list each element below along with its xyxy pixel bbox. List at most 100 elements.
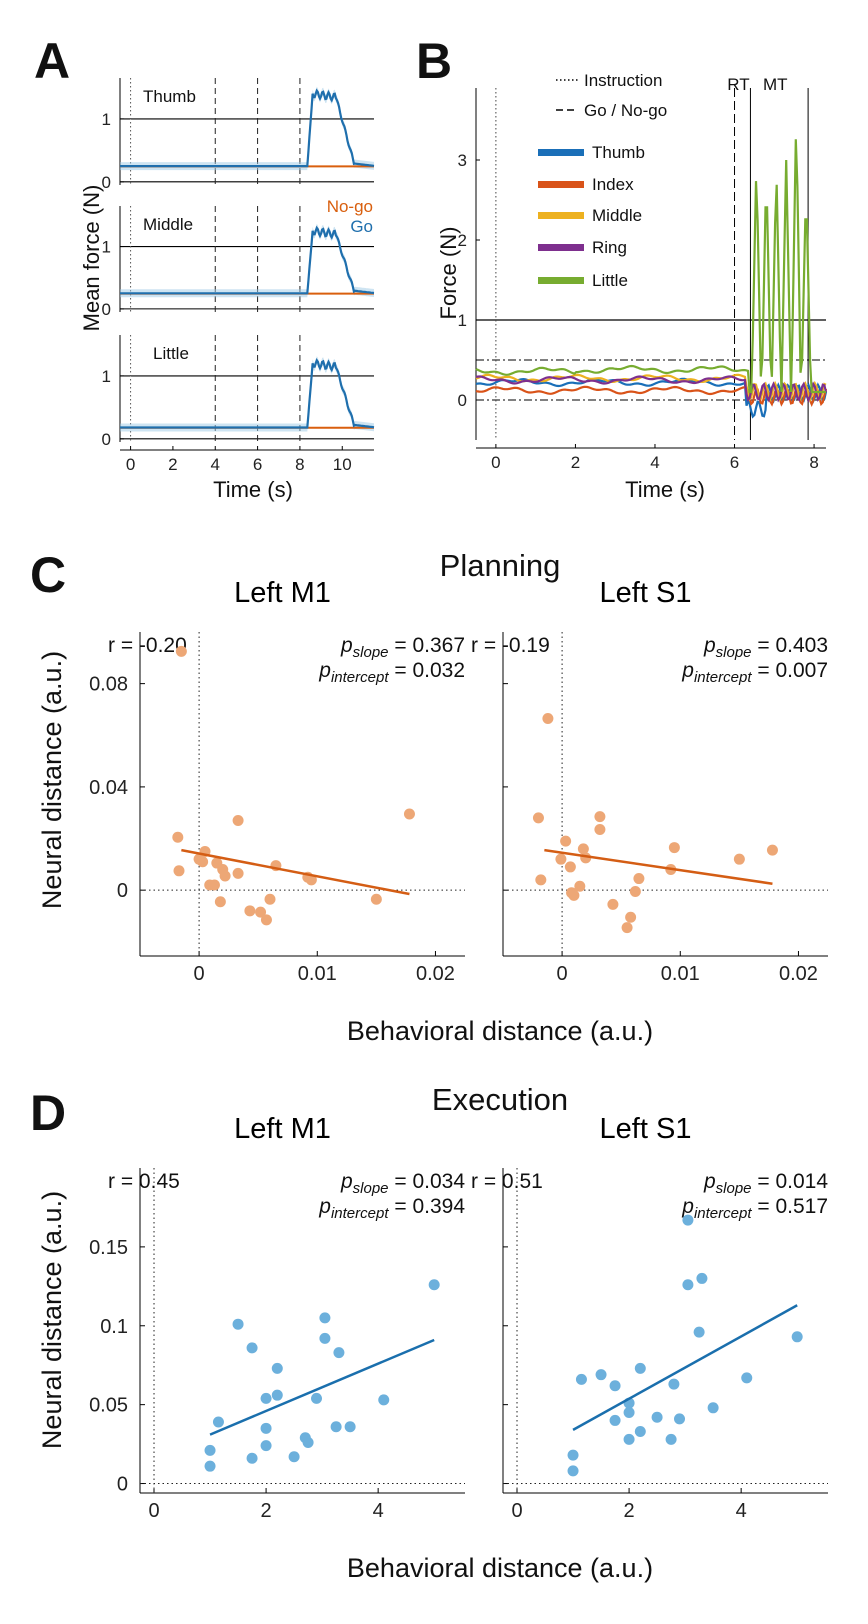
panel-d-scatter-point (623, 1407, 635, 1419)
panel-a-xtick-label: 4 (211, 455, 220, 474)
panel-letter-a: A (34, 33, 70, 89)
panel-letter-c: C (30, 547, 66, 603)
panel-a-subplot-label: Middle (143, 215, 193, 234)
panel-c-scatter-point (594, 823, 606, 835)
panel-c-ytick-label: 0 (117, 880, 128, 902)
panel-d-ytick-label: 0.15 (89, 1237, 128, 1259)
panel-c-scatter-point (633, 873, 645, 885)
panel-d-scatter-point (260, 1392, 272, 1404)
panel-c-r-value: r = -0.19 (471, 634, 550, 657)
panel-a-ytick-label: 1 (102, 238, 111, 257)
panel-a-ytick-label: 0 (102, 300, 111, 319)
panel-c-scatter-point (232, 814, 244, 826)
panel-d-scatter-point (212, 1416, 224, 1428)
panel-b-legend-swatch-index (538, 181, 584, 188)
panel-b-ytick-label: 3 (458, 151, 467, 170)
panel-d-xtick-label: 4 (736, 1500, 747, 1522)
panel-d-fit-line (209, 1338, 435, 1436)
panel-c-scatter-point (197, 856, 209, 868)
panel-a-xtick-label: 2 (168, 455, 177, 474)
panel-a-subplot-little: 0 1 Little (102, 335, 375, 449)
panel-c-ylabel: Neural distance (a.u.) (37, 651, 67, 909)
panel-b-rt-label: RT (727, 75, 749, 94)
panel-a-xlabel: Time (s) (213, 477, 293, 502)
panel-c-scatter-point (629, 885, 641, 897)
panel-d-scatter-point (693, 1326, 705, 1338)
panel-a-ytick-label: 1 (102, 110, 111, 129)
panel-b-legend-label-index: Index (592, 175, 634, 194)
panel-d-scatter-point (271, 1362, 283, 1374)
panel-c-scatter-point (542, 712, 554, 724)
panel-b: 0 1 2 3 0 2 4 6 8 RT MT Instruction Go / No-go Thumb I… (458, 71, 828, 472)
panel-d-scatter-point (567, 1449, 579, 1461)
panel-c-scatter-point (232, 867, 244, 879)
panel-b-ytick-label: 0 (458, 391, 467, 410)
panel-d: 0 0.05 0.1 0.15 0 2 4 Left M1 r = 0.45 pslope = 0… (89, 1113, 828, 1522)
panel-d-scatter-point (288, 1451, 300, 1463)
panel-a-ylabel: Mean force (N) (79, 185, 104, 332)
panel-d-scatter-point (204, 1460, 216, 1472)
panel-c-xtick-label: 0.01 (661, 963, 700, 985)
panel-d-xtick-label: 2 (261, 1500, 272, 1522)
panel-a-xtick-label: 8 (295, 455, 304, 474)
panel-b-ytick-label: 2 (458, 231, 467, 250)
panel-d-scatter-point (319, 1332, 331, 1344)
panel-letter-b: B (416, 33, 452, 89)
panel-c-scatter-point (173, 865, 185, 877)
panel-d-scatter-point (674, 1413, 686, 1425)
panel-d-scatter-point (575, 1373, 587, 1385)
panel-d-scatter-point (246, 1452, 258, 1464)
panel-b-legend-label-ring: Ring (592, 238, 627, 257)
panel-d-ylabel: Neural distance (a.u.) (37, 1191, 67, 1449)
panel-a-go-trace (120, 225, 375, 295)
panel-c-scatter-point (625, 911, 637, 923)
panel-d-scatter-point (428, 1279, 440, 1291)
panel-d-ytick-label: 0.1 (100, 1316, 128, 1338)
panel-c-scatter-point (568, 889, 580, 901)
panel-c-p-slope: pslope = 0.403 (703, 634, 828, 661)
panel-d-scatter-point (696, 1272, 708, 1284)
panel-a-go-trace (120, 88, 375, 168)
panel-d-scatter-point (319, 1312, 331, 1324)
panel-letter-d: D (30, 1085, 66, 1141)
panel-d-scatter-point (260, 1440, 272, 1452)
panel-d-ytick-label: 0.05 (89, 1395, 128, 1417)
panel-c-scatter-point (532, 812, 544, 824)
panel-d-ytick-label: 0 (117, 1474, 128, 1496)
panel-b-trace-little (475, 139, 826, 394)
panel-b-mt-label: MT (763, 75, 788, 94)
panel-c-xtick-label: 0 (194, 963, 205, 985)
panel-d-scatter-point (791, 1331, 803, 1343)
panel-c-scatter-point (264, 893, 276, 905)
panel-c-xtick-label: 0.02 (779, 963, 818, 985)
panel-a-ytick-label: 1 (102, 367, 111, 386)
panel-d-scatter-point (344, 1421, 356, 1433)
panel-d-scatter-point (682, 1279, 694, 1291)
panel-b-xtick-label: 8 (809, 453, 818, 472)
panel-c-scatter-point (564, 861, 576, 873)
panel-d-xtick-label: 2 (624, 1500, 635, 1522)
panel-d-p-slope: pslope = 0.034 (340, 1170, 465, 1197)
panel-a-ytick-label: 0 (102, 173, 111, 192)
panel-d-scatter-point (609, 1414, 621, 1426)
panel-b-legend-label-little: Little (592, 271, 628, 290)
panel-c-scatter-point (766, 844, 778, 856)
panel-c-scatter-point (668, 842, 680, 854)
panel-c-r-value: r = -0.20 (108, 634, 187, 657)
panel-c-p-slope: pslope = 0.367 (340, 634, 465, 661)
panel-d-subplot-title: Left S1 (600, 1113, 692, 1145)
panel-c-scatter-point (403, 808, 415, 820)
panel-c-p-intercept: pintercept = 0.007 (681, 659, 828, 686)
panel-c-xtick-label: 0 (557, 963, 568, 985)
panel-a-go-sem-band (120, 356, 374, 432)
panel-d-scatter-point (665, 1433, 677, 1445)
panel-d-xtick-label: 4 (373, 1500, 384, 1522)
panel-d-scatter-point (204, 1444, 216, 1456)
panel-c-scatter-point (305, 874, 317, 886)
panel-d-scatter-point (595, 1369, 607, 1381)
panel-c-xtick-label: 0.02 (416, 963, 455, 985)
panel-c-scatter-point (175, 645, 187, 657)
panel-c-scatter-point (260, 914, 272, 926)
panel-d-p-intercept: pintercept = 0.394 (318, 1195, 465, 1222)
